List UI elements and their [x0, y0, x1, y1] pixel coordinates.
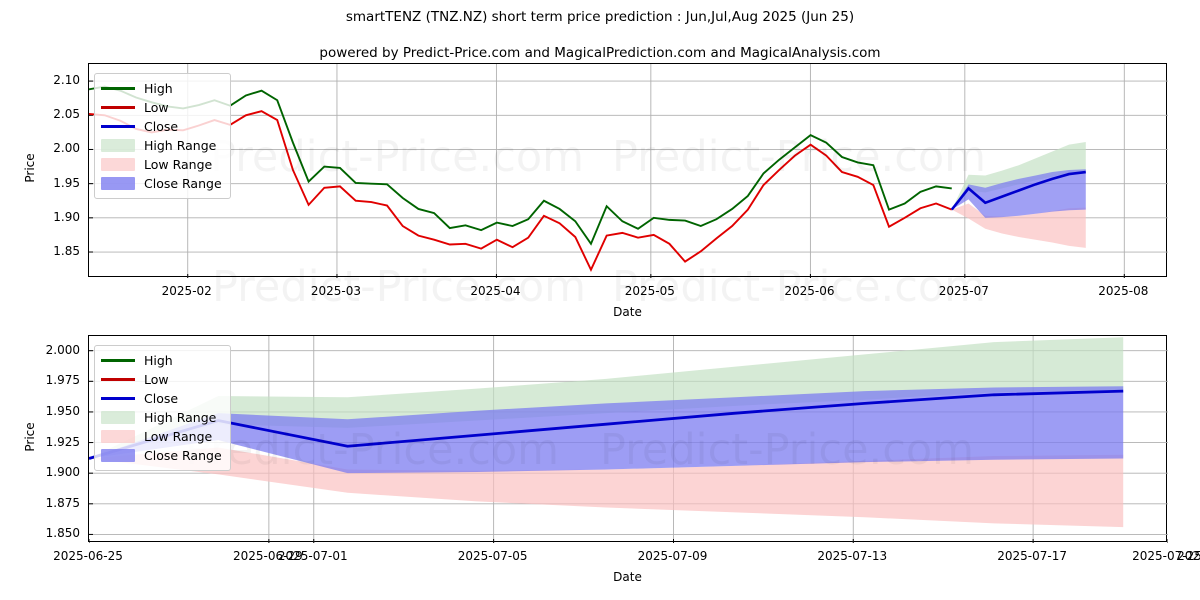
- detail-close-line: [89, 389, 1124, 460]
- overview-legend-label: Low: [144, 100, 169, 115]
- overview-prediction-bands: [951, 141, 1086, 248]
- detail-y-tick-label: 1.925: [45, 434, 80, 449]
- legend-swatch-low-icon: [101, 101, 135, 114]
- detail-legend-item: Low Range: [101, 427, 222, 446]
- detail-y-tick-label: 1.850: [45, 526, 80, 541]
- overview-legend-label: Close Range: [144, 176, 222, 191]
- overview-y-tick-label: 1.90: [53, 209, 80, 224]
- overview-legend-item: Close: [101, 117, 222, 136]
- overview-legend-item: Low Range: [101, 155, 222, 174]
- overview-x-tick-label: 2025-07: [938, 284, 989, 298]
- detail-x-tick-label: 2025-07-05: [457, 549, 528, 563]
- legend-swatch-high-icon: [101, 354, 135, 367]
- detail-plot-area: [89, 336, 1168, 543]
- overview-x-tick-label: 2025-05: [624, 284, 675, 298]
- legend-swatch-close-range-icon: [101, 177, 135, 190]
- overview-legend-label: High Range: [144, 138, 217, 153]
- page-title: smartTENZ (TNZ.NZ) short term price pred…: [345, 9, 855, 25]
- detail-y-tick-label: 1.950: [45, 403, 80, 418]
- detail-y-tick-label: 2.000: [45, 342, 80, 357]
- detail-legend-item: Close Range: [101, 446, 222, 465]
- detail-x-axis-label: Date: [613, 570, 642, 584]
- detail-x-tick-label: 2025-07-09: [637, 549, 708, 563]
- legend-swatch-low-range-icon: [101, 430, 135, 443]
- detail-legend-item: Low: [101, 370, 222, 389]
- detail-x-tick-label: 2025-07-13: [817, 549, 888, 563]
- detail-x-tick-label: 2025-06-25: [53, 549, 123, 563]
- detail-legend-label: Close: [144, 391, 179, 406]
- overview-legend-item: Low: [101, 98, 222, 117]
- overview-close-line: [950, 170, 1086, 211]
- overview-x-tick-label: 2025-08: [1098, 284, 1149, 298]
- overview-legend-label: High: [144, 81, 173, 96]
- legend-swatch-high-range-icon: [101, 139, 135, 152]
- overview-chart: [88, 63, 1168, 278]
- overview-x-tick-label: 2025-06: [784, 284, 835, 298]
- detail-x-tick-label: 2025-06-29: [232, 549, 303, 563]
- detail-legend-label: High Range: [144, 410, 217, 425]
- detail-legend-item: High Range: [101, 408, 222, 427]
- detail-y-tick-label: 1.900: [45, 465, 80, 480]
- detail-legend-label: Low Range: [144, 429, 213, 444]
- detail-legend-label: Close Range: [144, 448, 222, 463]
- overview-low-line: [89, 110, 953, 273]
- detail-legend-item: High: [101, 351, 222, 370]
- overview-y-tick-label: 2.00: [53, 141, 80, 156]
- overview-legend-item: High: [101, 79, 222, 98]
- detail-prediction-bands: [89, 337, 1124, 528]
- overview-y-tick-label: 2.10: [53, 73, 80, 88]
- overview-plot-area: [89, 64, 1168, 278]
- overview-legend-item: High Range: [101, 136, 222, 155]
- detail-y-tick-label: 1.975: [45, 373, 80, 388]
- overview-x-tick-label: 2025-02: [161, 284, 212, 298]
- overview-x-tick-label: 2025-03: [310, 284, 362, 298]
- detail-legend-item: Close: [101, 389, 222, 408]
- detail-y-tick-label: 1.875: [45, 495, 80, 510]
- detail-legend-label: High: [144, 353, 173, 368]
- overview-y-tick-label: 1.85: [53, 244, 80, 259]
- overview-legend: High Low Close High Range Low Range Close Ran…: [94, 73, 231, 199]
- legend-swatch-high-range-icon: [101, 411, 135, 424]
- overview-y-tick-label: 1.95: [53, 175, 80, 190]
- detail-legend: High Low Close High Range Low Range Close Ran…: [94, 345, 231, 471]
- overview-x-axis-label: Date: [613, 305, 642, 319]
- overview-legend-label: Close: [144, 119, 179, 134]
- detail-x-tick-label: 2025-07-25: [1132, 549, 1200, 563]
- detail-x-tick-label: 2025-07-17: [997, 549, 1067, 563]
- overview-high-line: [89, 85, 952, 246]
- legend-swatch-high-icon: [101, 82, 135, 95]
- detail-x-tick-label: 2025-07-01: [277, 549, 348, 563]
- overview-x-tick-label: 2025-04: [470, 284, 521, 298]
- overview-y-tick-label: 2.05: [53, 107, 80, 122]
- legend-swatch-low-icon: [101, 373, 135, 386]
- detail-x-tick-label: 2025-07-21: [1177, 549, 1200, 563]
- overview-legend-label: Low Range: [144, 157, 213, 172]
- legend-swatch-close-icon: [101, 392, 135, 405]
- overview-legend-item: Close Range: [101, 174, 222, 193]
- page-subtitle: powered by Predict-Price.com and Magical…: [319, 45, 881, 61]
- legend-swatch-close-icon: [101, 120, 135, 133]
- detail-legend-label: Low: [144, 372, 169, 387]
- legend-swatch-close-range-icon: [101, 449, 135, 462]
- legend-swatch-low-range-icon: [101, 158, 135, 171]
- detail-chart: [88, 335, 1168, 543]
